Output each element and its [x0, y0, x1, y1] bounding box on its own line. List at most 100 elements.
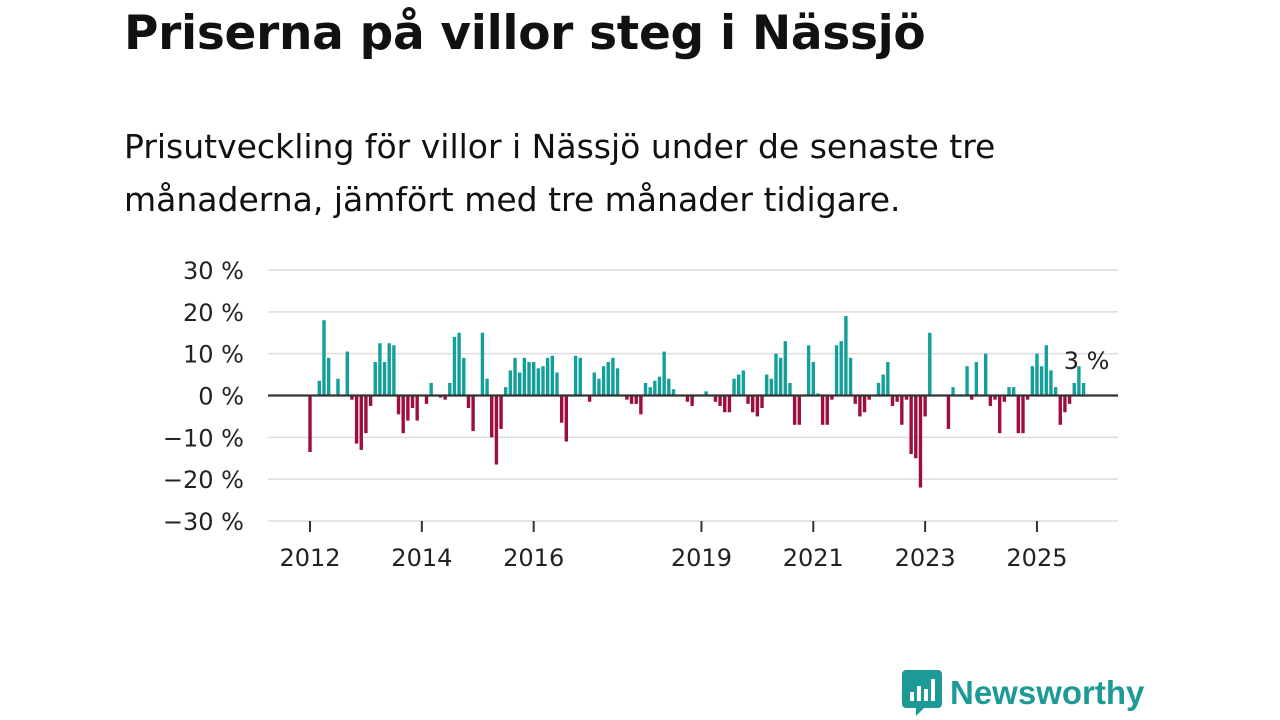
- bar-negative: [559, 395, 564, 423]
- bar-positive: [769, 378, 774, 396]
- newsworthy-logo-icon: [902, 670, 942, 716]
- bar-positive: [1053, 387, 1058, 396]
- bar-positive: [774, 353, 778, 396]
- x-tick-label: 2019: [671, 544, 732, 572]
- page-title: Priserna på villor steg i Nässjö: [124, 6, 926, 61]
- bar-positive: [615, 368, 620, 396]
- y-tick-label: 30 %: [183, 257, 244, 285]
- bar-positive: [536, 368, 541, 396]
- bar-positive: [876, 382, 881, 396]
- bar-positive: [1011, 387, 1016, 396]
- bar-negative: [914, 395, 918, 459]
- bar-positive: [704, 391, 708, 396]
- bar-negative: [625, 395, 629, 400]
- bar-positive: [392, 345, 396, 396]
- bar-positive: [662, 351, 666, 396]
- bar-positive: [811, 362, 815, 396]
- bar-negative: [354, 395, 359, 444]
- bar-negative: [499, 395, 503, 429]
- bar-positive: [550, 355, 555, 396]
- bar-positive: [480, 332, 485, 396]
- bar-negative: [401, 395, 405, 434]
- y-tick-label: 20 %: [183, 299, 244, 327]
- bar-positive: [541, 366, 545, 396]
- bar-negative: [988, 395, 993, 406]
- bar-negative: [564, 395, 568, 442]
- bar-positive: [881, 374, 885, 396]
- bar-positive: [555, 372, 559, 396]
- bar-positive: [848, 357, 853, 396]
- bar-negative: [1067, 395, 1072, 404]
- bar-positive: [508, 370, 513, 396]
- bar-positive: [504, 387, 508, 396]
- bar-positive: [1044, 345, 1048, 396]
- bar-negative: [909, 395, 913, 455]
- bar-negative: [490, 395, 494, 438]
- bar-negative: [755, 395, 760, 417]
- bar-negative: [895, 395, 899, 402]
- tick-labels: 30 % 20 % 10 % 0 % −10 % −20 % −30 % 2012 2014 20…: [163, 257, 1110, 572]
- bar-negative: [690, 395, 694, 406]
- y-tick-label: −30 %: [163, 508, 244, 536]
- bar-negative: [415, 395, 419, 421]
- bar-negative: [443, 395, 447, 400]
- bar-positive: [326, 357, 331, 396]
- bar-negative: [1021, 395, 1025, 434]
- bar-negative: [368, 395, 373, 406]
- bar-positive: [522, 357, 527, 396]
- bar-positive: [886, 362, 890, 396]
- bar-positive: [545, 357, 550, 396]
- brand-logo: Newsworthy: [902, 670, 1144, 716]
- bar-positive: [382, 362, 387, 396]
- x-tick-label: 2025: [1006, 544, 1067, 572]
- bar-negative: [918, 395, 923, 488]
- y-tick-label: −10 %: [163, 424, 244, 452]
- bar-negative: [308, 395, 312, 452]
- bar-positive: [317, 380, 322, 396]
- x-tick-label: 2016: [503, 544, 564, 572]
- x-tick-label: 2021: [783, 544, 844, 572]
- bar-negative: [900, 395, 904, 425]
- bar-positive: [462, 357, 466, 396]
- bar-positive: [984, 353, 988, 396]
- bar-positive: [531, 362, 536, 396]
- bar-positive: [592, 372, 596, 396]
- bar-negative: [830, 395, 834, 400]
- x-tick-label: 2012: [279, 544, 340, 572]
- bar-negative: [746, 395, 750, 404]
- bar-positive: [974, 362, 979, 396]
- bar-positive: [485, 378, 489, 396]
- bar-positive: [671, 389, 676, 396]
- axes: [268, 394, 1118, 532]
- bar-negative: [1063, 395, 1067, 413]
- bar-negative: [1016, 395, 1021, 434]
- latest-value-annotation: 3 %: [1064, 347, 1110, 375]
- bar-positive: [1007, 387, 1011, 396]
- brand-name: Newsworthy: [950, 674, 1145, 711]
- bar-negative: [797, 395, 801, 425]
- bar-positive: [578, 357, 582, 396]
- bar-positive: [653, 380, 657, 396]
- bar-negative: [853, 395, 857, 404]
- bar-negative: [993, 395, 997, 400]
- bar-positive: [928, 332, 932, 396]
- bar-negative: [751, 395, 755, 413]
- bar-positive: [518, 372, 522, 396]
- bar-negative: [858, 395, 862, 417]
- bar-negative: [410, 395, 415, 409]
- bar-positive: [1072, 382, 1076, 396]
- bar-positive: [788, 382, 792, 396]
- bar-positive: [834, 345, 839, 396]
- bar-positive: [611, 357, 615, 396]
- bar-positive: [1081, 382, 1086, 396]
- bar-positive: [778, 357, 783, 396]
- bar-negative: [727, 395, 732, 413]
- x-tick-label: 2014: [391, 544, 452, 572]
- bar-positive: [452, 336, 457, 396]
- bar-negative: [1002, 395, 1007, 402]
- bar-negative: [862, 395, 867, 413]
- bar-positive: [1077, 366, 1081, 396]
- bar-negative: [997, 395, 1002, 434]
- bar-negative: [466, 395, 471, 409]
- bar-negative: [359, 395, 363, 450]
